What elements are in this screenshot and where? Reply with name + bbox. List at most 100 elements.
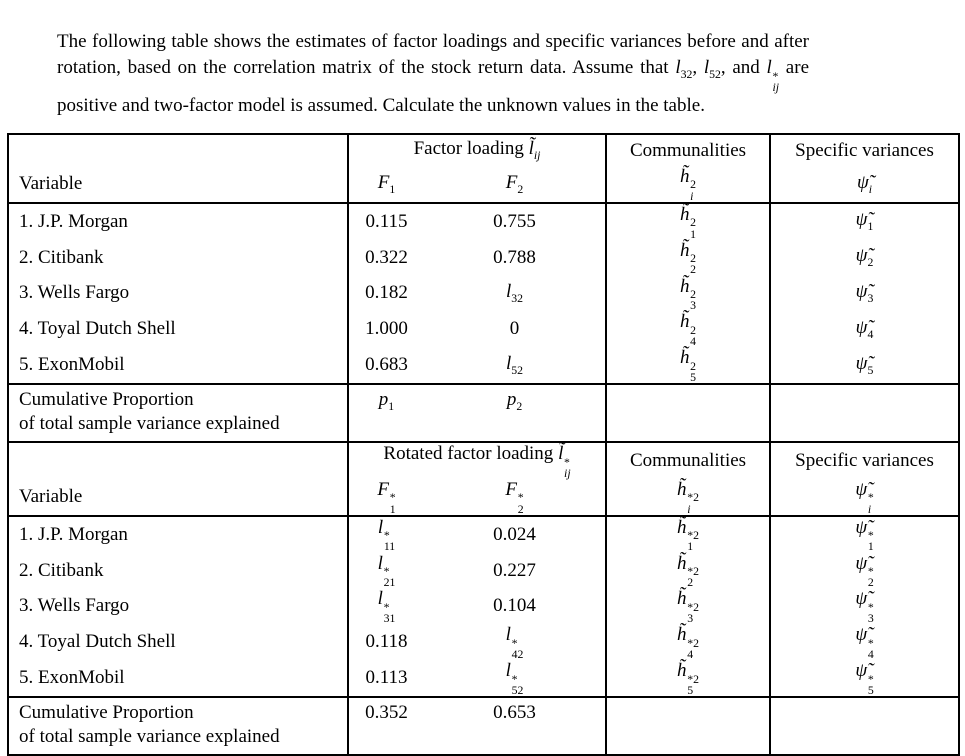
communality-cell: h̃ *2 5 <box>606 660 772 698</box>
f2-value-cell: l52 <box>424 347 608 386</box>
variable-cell: 1. J.P. Morgan <box>8 202 349 240</box>
f1-value-cell: l * 31 <box>377 588 396 626</box>
f2-value-cell: 0.755 <box>424 202 608 240</box>
col-header-communalities: Communalities <box>606 442 772 479</box>
variable-cell: 1. J.P. Morgan <box>8 515 349 553</box>
table-row: Variable F1 F2 h̃ 2 i ψ̃i <box>8 166 960 204</box>
f2-value-cell: 0.788 <box>424 239 608 276</box>
factor-loadings-table: Factor loading l̃ij Communalities Specif… <box>7 133 961 756</box>
variance-cell: ψ̃ * 4 <box>855 624 874 661</box>
empty-cell <box>606 384 772 444</box>
variable-cell: 3. Wells Fargo <box>8 588 349 625</box>
f1-value-cell: 0.683 <box>348 347 424 386</box>
table-row: 2. Citibank l * 21 0.227 h̃ *2 2 ψ̃ * 2 <box>8 552 959 590</box>
cumulative-proportion-label: Cumulative Proportion of total sample va… <box>8 696 349 755</box>
f2-value-cell: l32 <box>424 275 608 312</box>
f1-value-cell: l * 21 <box>377 552 396 590</box>
col-header-factor-loading: Factor loading l̃ij <box>348 134 608 166</box>
table-row: 4. Toyal Dutch Shell 1.000 0 h̃ 2 4 ψ̃4 <box>8 311 959 348</box>
page: { "problem": { "text": "The following ta… <box>7 31 961 756</box>
empty-cell <box>770 384 960 444</box>
variable-cell: 2. Citibank <box>8 552 349 589</box>
cumulative-proportion-line2: of total sample variance explained <box>19 725 280 747</box>
empty-cell <box>8 442 349 479</box>
section-after-rotation: Rotated factor loading l̃ * ij Communaliti… <box>8 442 960 755</box>
cumulative-f1-cell: 0.352 <box>365 701 408 723</box>
col-header-f1-star: F * 1 <box>348 478 424 517</box>
communality-cell: h̃ 2 2 <box>606 239 772 276</box>
variance-cell: ψ̃4 <box>855 316 874 341</box>
variable-cell: 5. ExonMobil <box>8 347 349 386</box>
table-row: Rotated factor loading l̃ * ij Communaliti… <box>8 442 959 479</box>
cumulative-proportion-label: Cumulative Proportion of total sample va… <box>8 384 349 444</box>
cumulative-f1-cell: p1 <box>348 384 424 444</box>
table-row: Variable F * 1 F * 2 h̃ *2 i ψ̃ * i <box>8 478 960 517</box>
variance-cell: ψ̃1 <box>855 209 874 234</box>
f1-value-cell: l * 11 <box>377 516 396 554</box>
communality-cell: h̃ *2 3 <box>606 588 772 625</box>
variance-cell: ψ̃ * 1 <box>855 516 874 554</box>
col-header-f2: F2 <box>424 166 608 204</box>
f2-value-cell: 0.024 <box>424 515 608 553</box>
section-before-rotation: Factor loading l̃ij Communalities Specif… <box>8 134 960 444</box>
cumulative-f2-cell: p2 <box>424 384 608 444</box>
f1-value-cell: 0.113 <box>348 660 424 698</box>
table-row: 3. Wells Fargo 0.182 l32 h̃ 2 3 ψ̃3 <box>8 275 959 312</box>
col-header-specific-variances: Specific variances <box>795 449 934 471</box>
variable-cell: 5. ExonMobil <box>8 660 349 698</box>
variable-cell: 4. Toyal Dutch Shell <box>8 311 349 348</box>
communality-cell: h̃ *2 2 <box>606 552 772 589</box>
variance-cell: ψ̃3 <box>855 281 874 305</box>
communality-cell: h̃ 2 1 <box>606 202 772 240</box>
f2-value-cell: l * 42 <box>424 624 608 660</box>
f1-value-cell: 1.000 <box>365 318 408 340</box>
table-row: 4. Toyal Dutch Shell 0.118 l * 42 h̃ *2 4 ψ̃… <box>8 624 959 660</box>
communality-cell: h̃ *2 4 <box>606 624 772 660</box>
f2-value-cell: 0.104 <box>424 588 608 625</box>
col-header-f2-star: F * 2 <box>424 478 608 517</box>
variable-cell: 3. Wells Fargo <box>8 275 349 312</box>
table-row: Cumulative Proportion of total sample va… <box>8 384 960 444</box>
f1-value-cell: 0.118 <box>365 631 408 653</box>
cumulative-proportion-line1: Cumulative Proportion <box>19 701 194 723</box>
col-header-variance-symbol: ψ̃i <box>770 166 960 204</box>
variable-cell: 2. Citibank <box>8 239 349 276</box>
f1-value-cell: 0.115 <box>365 210 408 232</box>
f1-value-cell: 0.182 <box>365 282 408 304</box>
f2-value-cell: 0 <box>424 311 608 348</box>
empty-cell <box>770 697 959 755</box>
col-header-communalities: Communalities <box>606 134 772 166</box>
f2-value-cell: 0.227 <box>424 552 608 589</box>
empty-cell <box>8 134 349 166</box>
empty-cell <box>606 696 772 755</box>
col-header-variance-symbol: ψ̃ * i <box>770 478 960 517</box>
table-row: 5. ExonMobil 0.683 l52 h̃ 2 5 ψ̃5 <box>8 347 960 386</box>
f1-value-cell: 0.322 <box>365 246 408 268</box>
cumulative-f2-cell: 0.653 <box>424 696 608 755</box>
table-row: 5. ExonMobil 0.113 l * 52 h̃ *2 5 ψ̃ * 5 <box>8 660 960 698</box>
cumulative-proportion-line1: Cumulative Proportion <box>19 389 194 411</box>
col-header-rotated-factor-loading: Rotated factor loading l̃ * ij <box>348 442 608 479</box>
f2-value-cell: l * 52 <box>424 660 608 698</box>
col-header-variable: Variable <box>8 478 349 517</box>
problem-statement: The following table shows the estimates … <box>57 31 810 117</box>
variance-cell: ψ̃5 <box>770 347 960 386</box>
variable-cell: 4. Toyal Dutch Shell <box>8 624 349 661</box>
table-row: 1. J.P. Morgan 0.115 0.755 h̃ 2 1 ψ̃1 <box>8 202 959 240</box>
communality-cell: h̃ 2 3 <box>606 275 772 312</box>
cumulative-proportion-line2: of total sample variance explained <box>19 412 280 434</box>
col-header-f1: F1 <box>348 166 424 204</box>
variance-cell: ψ̃ * 2 <box>855 552 874 590</box>
col-header-variable: Variable <box>8 166 349 204</box>
variance-cell: ψ̃2 <box>855 245 874 269</box>
col-header-communality-symbol: h̃ 2 i <box>606 166 772 204</box>
variance-cell: ψ̃ * 3 <box>855 588 874 626</box>
communality-cell: h̃ *2 1 <box>606 515 772 553</box>
table-row: 2. Citibank 0.322 0.788 h̃ 2 2 ψ̃2 <box>8 239 959 276</box>
col-header-communality-symbol: h̃ *2 i <box>606 478 772 517</box>
table-row: 3. Wells Fargo l * 31 0.104 h̃ *2 3 ψ̃ * 3 <box>8 588 959 626</box>
table-row: 1. J.P. Morgan l * 11 0.024 h̃ *2 1 ψ̃ * 1 <box>8 515 959 554</box>
col-header-specific-variances: Specific variances <box>795 139 934 161</box>
table-row: Factor loading l̃ij Communalities Specif… <box>8 134 959 166</box>
communality-cell: h̃ 2 5 <box>606 347 772 386</box>
